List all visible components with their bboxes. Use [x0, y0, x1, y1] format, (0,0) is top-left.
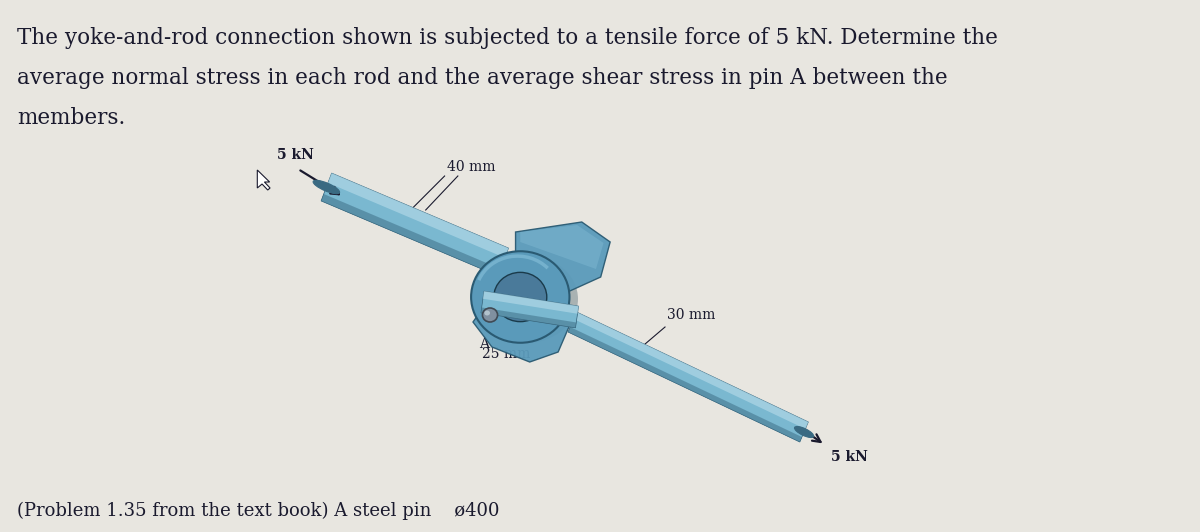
Ellipse shape	[472, 255, 578, 343]
Ellipse shape	[494, 272, 547, 322]
Ellipse shape	[313, 180, 340, 194]
Text: 40 mm: 40 mm	[446, 160, 496, 174]
Polygon shape	[481, 296, 578, 328]
Ellipse shape	[794, 427, 814, 437]
Polygon shape	[473, 302, 572, 362]
Polygon shape	[568, 327, 802, 442]
Polygon shape	[328, 173, 509, 258]
Text: 5 kN: 5 kN	[277, 148, 314, 162]
Text: A: A	[479, 337, 488, 351]
Polygon shape	[482, 291, 578, 314]
Text: 25 mm: 25 mm	[482, 347, 530, 361]
Polygon shape	[516, 222, 610, 292]
Ellipse shape	[472, 251, 570, 343]
Text: members.: members.	[17, 107, 125, 129]
Polygon shape	[574, 312, 809, 429]
Ellipse shape	[485, 311, 490, 315]
Text: average normal stress in each rod and the average shear stress in pin A between : average normal stress in each rod and th…	[17, 67, 948, 89]
Polygon shape	[481, 307, 576, 328]
Polygon shape	[568, 317, 806, 442]
Polygon shape	[257, 170, 270, 190]
Text: 30 mm: 30 mm	[667, 308, 715, 322]
Text: (Problem 1.35 from the text book) A steel pin    ø400: (Problem 1.35 from the text book) A stee…	[17, 502, 499, 520]
Polygon shape	[568, 312, 809, 442]
Text: 5 kN: 5 kN	[830, 450, 868, 464]
Ellipse shape	[482, 308, 498, 322]
Polygon shape	[481, 291, 578, 328]
Polygon shape	[521, 225, 604, 269]
Polygon shape	[322, 194, 500, 276]
Text: The yoke-and-rod connection shown is subjected to a tensile force of 5 kN. Deter: The yoke-and-rod connection shown is sub…	[17, 27, 998, 49]
Polygon shape	[322, 180, 506, 276]
Polygon shape	[322, 173, 509, 276]
